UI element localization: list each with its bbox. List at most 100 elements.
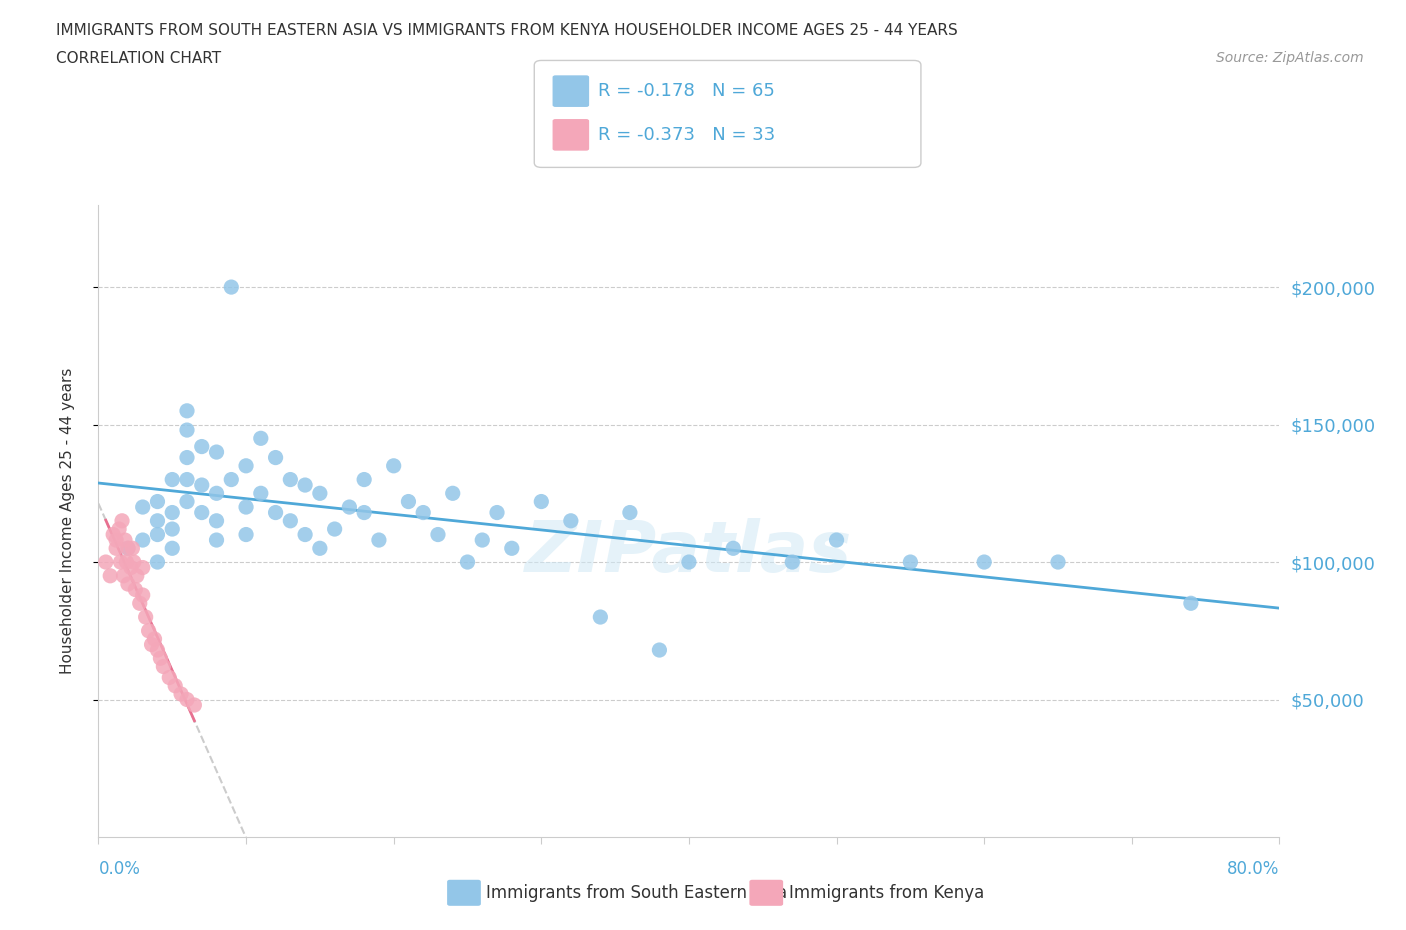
Text: R = -0.373   N = 33: R = -0.373 N = 33 bbox=[598, 126, 775, 144]
Point bbox=[723, 541, 745, 556]
Point bbox=[132, 588, 155, 603]
Point bbox=[264, 505, 287, 520]
Text: 80.0%: 80.0% bbox=[1227, 860, 1279, 878]
Point bbox=[112, 568, 135, 583]
Point bbox=[115, 554, 138, 569]
Point bbox=[176, 404, 198, 418]
Point bbox=[110, 554, 132, 569]
Point bbox=[648, 643, 671, 658]
Point bbox=[825, 533, 848, 548]
Point bbox=[120, 560, 142, 575]
Point bbox=[143, 631, 166, 646]
Text: R = -0.178   N = 65: R = -0.178 N = 65 bbox=[598, 82, 775, 100]
Point bbox=[105, 533, 128, 548]
Point bbox=[128, 596, 150, 611]
Point bbox=[176, 472, 198, 487]
Point bbox=[235, 499, 257, 514]
Point bbox=[323, 522, 346, 537]
Point bbox=[235, 458, 257, 473]
Point bbox=[973, 554, 995, 569]
Point bbox=[560, 513, 582, 528]
Text: ZIPatlas: ZIPatlas bbox=[526, 518, 852, 587]
Point bbox=[114, 533, 136, 548]
Point bbox=[191, 505, 214, 520]
Text: Immigrants from South Eastern Asia: Immigrants from South Eastern Asia bbox=[486, 884, 787, 902]
Point bbox=[678, 554, 700, 569]
Point bbox=[589, 609, 612, 624]
Point bbox=[132, 533, 155, 548]
Point bbox=[396, 494, 419, 509]
Point bbox=[176, 422, 198, 437]
Text: CORRELATION CHART: CORRELATION CHART bbox=[56, 51, 221, 66]
Point bbox=[353, 505, 375, 520]
Point bbox=[191, 439, 214, 454]
Point bbox=[250, 431, 273, 445]
Point bbox=[219, 472, 242, 487]
Point bbox=[368, 533, 391, 548]
Point bbox=[103, 527, 125, 542]
Text: Immigrants from Kenya: Immigrants from Kenya bbox=[789, 884, 984, 902]
Point bbox=[146, 554, 169, 569]
Point bbox=[427, 527, 450, 542]
Point bbox=[146, 643, 169, 658]
Point bbox=[441, 485, 464, 500]
Point bbox=[235, 527, 257, 542]
Point bbox=[162, 505, 183, 520]
Point bbox=[309, 541, 332, 556]
Point bbox=[219, 280, 242, 295]
Y-axis label: Householder Income Ages 25 - 44 years: Householder Income Ages 25 - 44 years bbox=[60, 367, 75, 674]
Point bbox=[121, 541, 143, 556]
Point bbox=[205, 513, 228, 528]
Point bbox=[471, 533, 494, 548]
Point bbox=[146, 527, 169, 542]
Point bbox=[117, 541, 139, 556]
Point bbox=[382, 458, 405, 473]
Point bbox=[117, 541, 139, 556]
Point bbox=[183, 698, 205, 712]
Point bbox=[162, 541, 183, 556]
Point bbox=[98, 568, 121, 583]
Point bbox=[176, 450, 198, 465]
Point bbox=[94, 554, 117, 569]
Point bbox=[782, 554, 804, 569]
Point bbox=[353, 472, 375, 487]
Point bbox=[191, 478, 214, 493]
Point bbox=[138, 623, 160, 638]
Point bbox=[205, 533, 228, 548]
Point bbox=[619, 505, 641, 520]
Point bbox=[165, 678, 187, 693]
Point bbox=[162, 472, 183, 487]
Point bbox=[294, 478, 316, 493]
Point bbox=[122, 554, 145, 569]
Point bbox=[250, 485, 273, 500]
Point bbox=[339, 499, 360, 514]
Point bbox=[412, 505, 434, 520]
Point bbox=[900, 554, 922, 569]
Point bbox=[125, 568, 148, 583]
Point bbox=[501, 541, 523, 556]
Point bbox=[176, 692, 198, 707]
Point bbox=[486, 505, 509, 520]
Point bbox=[1180, 596, 1202, 611]
Point bbox=[117, 577, 139, 591]
Point bbox=[162, 522, 183, 537]
Point bbox=[132, 499, 155, 514]
Point bbox=[205, 485, 228, 500]
Point bbox=[111, 513, 134, 528]
Point bbox=[1046, 554, 1069, 569]
Point bbox=[278, 472, 302, 487]
Point bbox=[309, 485, 332, 500]
Point bbox=[170, 686, 193, 701]
Point bbox=[157, 671, 180, 685]
Point bbox=[205, 445, 228, 459]
Point bbox=[176, 494, 198, 509]
Text: IMMIGRANTS FROM SOUTH EASTERN ASIA VS IMMIGRANTS FROM KENYA HOUSEHOLDER INCOME A: IMMIGRANTS FROM SOUTH EASTERN ASIA VS IM… bbox=[56, 23, 957, 38]
Point bbox=[278, 513, 302, 528]
Point bbox=[152, 659, 174, 674]
Point bbox=[124, 582, 146, 597]
Point bbox=[146, 494, 169, 509]
Text: 0.0%: 0.0% bbox=[98, 860, 141, 878]
Point bbox=[132, 560, 155, 575]
Point bbox=[456, 554, 478, 569]
Point bbox=[530, 494, 553, 509]
